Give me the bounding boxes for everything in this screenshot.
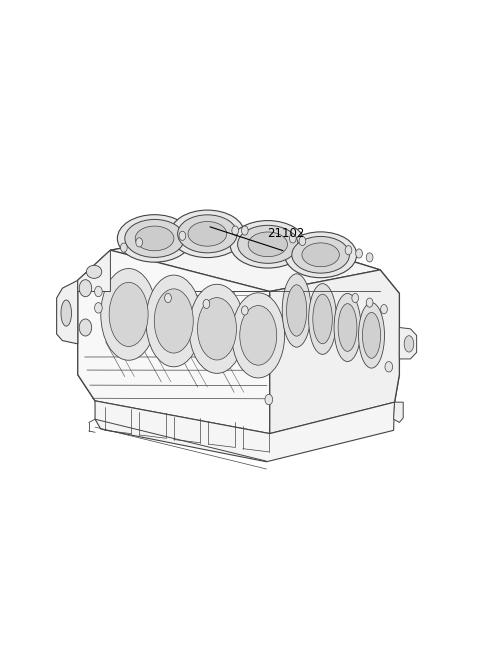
Circle shape bbox=[265, 394, 273, 405]
Ellipse shape bbox=[61, 300, 72, 326]
Circle shape bbox=[165, 293, 171, 303]
Ellipse shape bbox=[282, 274, 311, 347]
Ellipse shape bbox=[302, 243, 339, 267]
Ellipse shape bbox=[189, 284, 245, 373]
Circle shape bbox=[385, 362, 393, 372]
Ellipse shape bbox=[362, 312, 381, 358]
Ellipse shape bbox=[313, 294, 332, 344]
Circle shape bbox=[356, 249, 362, 258]
Ellipse shape bbox=[338, 304, 357, 351]
Polygon shape bbox=[95, 401, 395, 462]
Ellipse shape bbox=[125, 219, 184, 257]
Polygon shape bbox=[78, 250, 110, 291]
Circle shape bbox=[345, 246, 352, 255]
Circle shape bbox=[95, 286, 102, 297]
Circle shape bbox=[241, 306, 248, 315]
Circle shape bbox=[232, 226, 239, 235]
Ellipse shape bbox=[404, 335, 414, 352]
Circle shape bbox=[381, 305, 387, 314]
Polygon shape bbox=[78, 227, 399, 434]
Circle shape bbox=[203, 299, 210, 309]
Text: 21102: 21102 bbox=[267, 227, 304, 240]
Ellipse shape bbox=[248, 232, 288, 257]
Ellipse shape bbox=[109, 282, 148, 346]
Ellipse shape bbox=[170, 210, 244, 257]
Circle shape bbox=[289, 234, 296, 243]
Circle shape bbox=[179, 231, 186, 240]
Ellipse shape bbox=[197, 297, 237, 360]
Ellipse shape bbox=[285, 232, 357, 278]
Polygon shape bbox=[110, 227, 380, 291]
Circle shape bbox=[95, 303, 102, 313]
Ellipse shape bbox=[232, 293, 285, 378]
Ellipse shape bbox=[292, 236, 349, 273]
Ellipse shape bbox=[188, 221, 227, 246]
Circle shape bbox=[120, 243, 127, 252]
Ellipse shape bbox=[287, 285, 307, 336]
Polygon shape bbox=[394, 402, 403, 422]
Polygon shape bbox=[78, 250, 270, 434]
Polygon shape bbox=[399, 328, 417, 359]
Circle shape bbox=[299, 236, 306, 246]
Ellipse shape bbox=[117, 215, 192, 262]
Ellipse shape bbox=[309, 284, 336, 354]
Circle shape bbox=[366, 253, 373, 262]
Circle shape bbox=[366, 298, 373, 307]
Circle shape bbox=[79, 319, 92, 336]
Ellipse shape bbox=[86, 265, 102, 278]
Ellipse shape bbox=[135, 226, 174, 251]
Ellipse shape bbox=[178, 215, 237, 253]
Ellipse shape bbox=[359, 303, 384, 368]
Circle shape bbox=[352, 293, 359, 303]
Ellipse shape bbox=[101, 269, 156, 360]
Circle shape bbox=[79, 280, 92, 297]
Circle shape bbox=[241, 226, 248, 235]
Ellipse shape bbox=[238, 225, 298, 263]
Ellipse shape bbox=[154, 289, 193, 353]
Polygon shape bbox=[57, 280, 78, 344]
Ellipse shape bbox=[240, 305, 276, 365]
Circle shape bbox=[136, 238, 143, 247]
Polygon shape bbox=[270, 270, 399, 434]
Ellipse shape bbox=[230, 221, 306, 268]
Ellipse shape bbox=[334, 293, 361, 362]
Ellipse shape bbox=[146, 275, 202, 367]
